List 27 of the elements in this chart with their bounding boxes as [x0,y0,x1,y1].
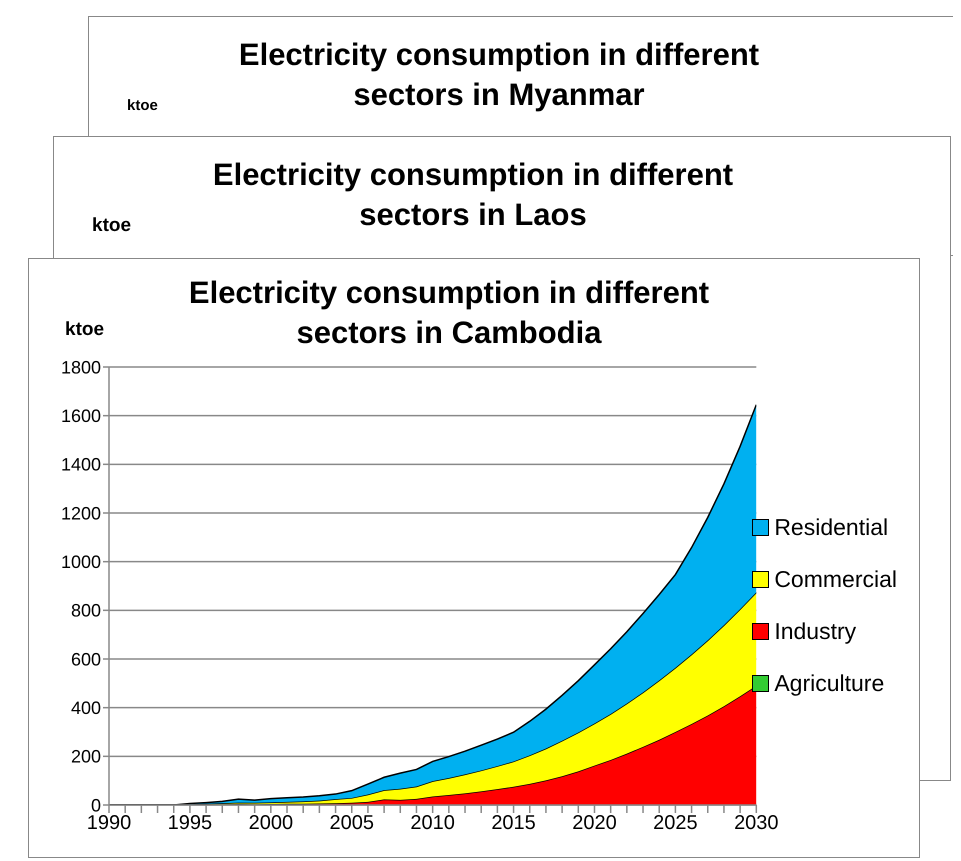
x-tick-label: 1995 [168,812,212,834]
x-tick-label: 2010 [410,812,455,834]
y-tick-label: 200 [70,746,101,767]
text: Electricity consumption in different sectors in Laos [212,156,734,234]
y-tick-label: 1800 [60,357,101,378]
x-tick-label: 2005 [329,812,374,834]
legend-label: Agriculture [774,670,884,696]
y-tick-label: 1000 [60,552,101,572]
text: ktoe [127,97,158,114]
text: ktoe [92,215,132,237]
legend-label: Commercial [774,566,897,592]
y-tick-label: 1400 [60,454,101,475]
legend-label: Residential [774,514,888,540]
chart-title: Electricity consumption in different sectors in Cambodia [188,274,710,352]
y-tick-label: 800 [70,600,101,621]
y-tick-label: 1200 [60,503,101,524]
y-tick-label: 1600 [60,406,101,426]
x-tick-label: 2000 [248,812,294,834]
y-tick-label: 600 [70,649,101,670]
y-tick-label: 400 [70,698,101,718]
y-axis-title: ktoe [65,319,104,341]
x-tick-label: 2020 [572,812,617,834]
x-tick-label: 2030 [734,812,779,834]
x-tick-label: 2015 [491,812,536,834]
legend-label: Industry [774,618,856,644]
text: Electricity consumption in different sectors in Myanmar [238,36,760,114]
x-tick-label: 2025 [653,812,698,834]
